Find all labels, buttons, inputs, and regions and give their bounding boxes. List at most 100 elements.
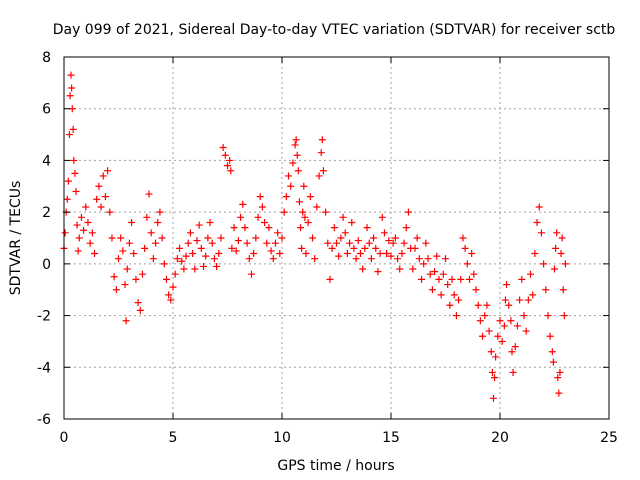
data-point — [299, 208, 307, 216]
data-point — [420, 260, 428, 268]
data-point — [520, 312, 528, 320]
data-point — [147, 229, 155, 237]
data-point — [343, 250, 351, 258]
data-point — [243, 239, 251, 247]
data-point — [66, 92, 74, 100]
data-point — [463, 260, 471, 268]
data-point — [424, 255, 432, 263]
data-point — [468, 250, 476, 258]
data-point — [431, 268, 439, 276]
data-point — [524, 296, 532, 304]
data-point — [455, 296, 463, 304]
data-point — [498, 337, 506, 345]
data-point — [529, 291, 537, 299]
data-point — [241, 224, 249, 232]
data-point — [117, 234, 125, 242]
data-point — [267, 247, 275, 255]
data-point — [402, 224, 410, 232]
data-point — [313, 203, 321, 211]
data-point — [363, 224, 371, 232]
data-point — [298, 244, 306, 252]
data-point — [200, 262, 208, 270]
data-point — [86, 239, 94, 247]
data-point — [180, 265, 188, 273]
data-point — [121, 281, 129, 289]
data-point — [457, 275, 465, 283]
data-point — [503, 281, 511, 289]
data-point — [176, 244, 184, 252]
data-point — [487, 348, 495, 356]
data-point — [546, 332, 554, 340]
data-point — [450, 291, 458, 299]
y-tick-label: -2 — [37, 309, 51, 325]
data-point — [217, 234, 225, 242]
data-point — [470, 270, 478, 278]
data-point — [508, 348, 516, 356]
data-point — [285, 172, 293, 180]
data-point — [489, 394, 497, 402]
y-tick-label: 0 — [42, 257, 51, 273]
x-tick-label: 0 — [60, 430, 69, 446]
data-point — [544, 312, 552, 320]
data-point — [387, 252, 395, 260]
data-point — [507, 317, 515, 325]
data-point — [380, 229, 388, 237]
data-point — [488, 368, 496, 376]
data-point — [186, 229, 194, 237]
data-point — [522, 327, 530, 335]
y-tick-label: 4 — [42, 153, 51, 169]
data-point — [289, 159, 297, 167]
data-point — [533, 218, 541, 226]
data-point — [444, 281, 452, 289]
data-point — [304, 218, 312, 226]
data-point — [141, 244, 149, 252]
data-point — [492, 353, 500, 361]
data-point — [68, 84, 76, 92]
data-point — [112, 286, 120, 294]
data-point — [77, 213, 85, 221]
data-point — [215, 250, 223, 258]
data-point — [389, 239, 397, 247]
data-point — [352, 255, 360, 263]
data-point — [252, 234, 260, 242]
data-point — [549, 358, 557, 366]
data-point — [132, 275, 140, 283]
data-point — [509, 368, 517, 376]
data-point — [394, 255, 402, 263]
data-point — [479, 332, 487, 340]
data-point — [245, 255, 253, 263]
y-tick-label: 6 — [42, 102, 51, 118]
data-point — [433, 252, 441, 260]
x-tick-label: 20 — [491, 430, 509, 446]
data-point — [82, 203, 90, 211]
data-point — [540, 260, 548, 268]
data-point — [256, 193, 264, 201]
data-point — [213, 262, 221, 270]
data-point — [204, 234, 212, 242]
data-point — [162, 275, 170, 283]
data-point — [69, 125, 77, 133]
data-point — [435, 275, 443, 283]
y-axis-label: SDTVAR / TECUs — [8, 181, 24, 296]
data-point — [446, 301, 454, 309]
data-point — [318, 136, 326, 144]
data-point — [448, 275, 456, 283]
data-point — [385, 237, 393, 245]
data-point — [184, 239, 192, 247]
data-point — [282, 193, 290, 201]
data-point — [333, 239, 340, 247]
data-point — [291, 141, 299, 149]
data-point — [301, 213, 309, 221]
data-point — [404, 208, 412, 216]
data-point — [294, 167, 302, 175]
data-point — [160, 260, 168, 268]
data-point — [101, 193, 109, 201]
x-axis-label: GPS time / hours — [277, 458, 394, 474]
data-point — [189, 250, 197, 258]
data-point — [365, 239, 373, 247]
data-point — [418, 275, 426, 283]
data-point — [287, 182, 295, 190]
data-point — [67, 71, 75, 79]
data-point — [300, 182, 308, 190]
